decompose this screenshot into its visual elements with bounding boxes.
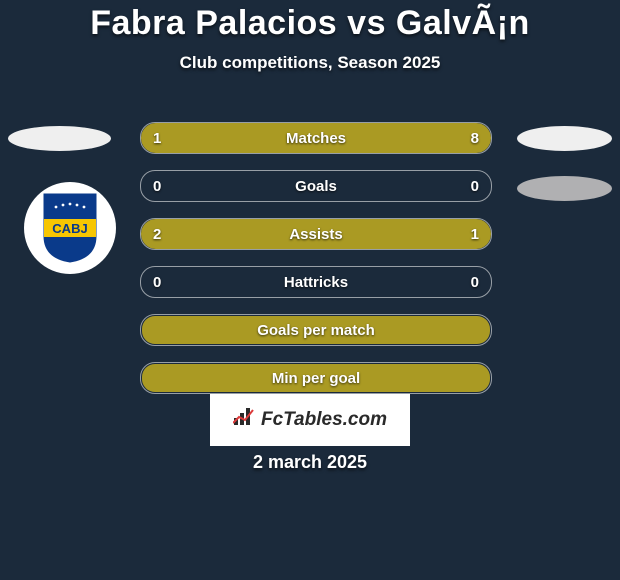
player2-photo-placeholder — [517, 126, 612, 151]
stat-bar: 00Goals — [140, 170, 492, 202]
stat-bars: 18Matches 00Goals 21Assists 00Hattricks Goal… — [140, 122, 490, 410]
stat-label: Goals per match — [141, 315, 491, 345]
stat-bar: Min per goal — [140, 362, 492, 394]
player2-club-placeholder — [517, 176, 612, 201]
stat-label: Goals — [141, 171, 491, 201]
comparison-infographic: Fabra Palacios vs GalvÃ¡n Club competiti… — [0, 0, 620, 580]
bar-chart-icon — [233, 408, 255, 432]
stat-label: Assists — [141, 219, 491, 249]
stat-bar: 18Matches — [140, 122, 492, 154]
fctables-watermark: FcTables.com — [210, 394, 410, 446]
stat-bar: Goals per match — [140, 314, 492, 346]
player1-club-badge: CABJ — [24, 182, 116, 274]
player1-photo-placeholder — [8, 126, 111, 151]
page-title: Fabra Palacios vs GalvÃ¡n — [0, 0, 620, 43]
stat-label: Matches — [141, 123, 491, 153]
stat-label: Hattricks — [141, 267, 491, 297]
generation-date: 2 march 2025 — [0, 452, 620, 473]
svg-text:CABJ: CABJ — [52, 221, 87, 236]
fctables-label: FcTables.com — [261, 409, 387, 431]
stat-bar: 00Hattricks — [140, 266, 492, 298]
cabj-crest-icon: CABJ — [42, 192, 98, 264]
stat-label: Min per goal — [141, 363, 491, 393]
stat-bar: 21Assists — [140, 218, 492, 250]
page-subtitle: Club competitions, Season 2025 — [0, 53, 620, 73]
